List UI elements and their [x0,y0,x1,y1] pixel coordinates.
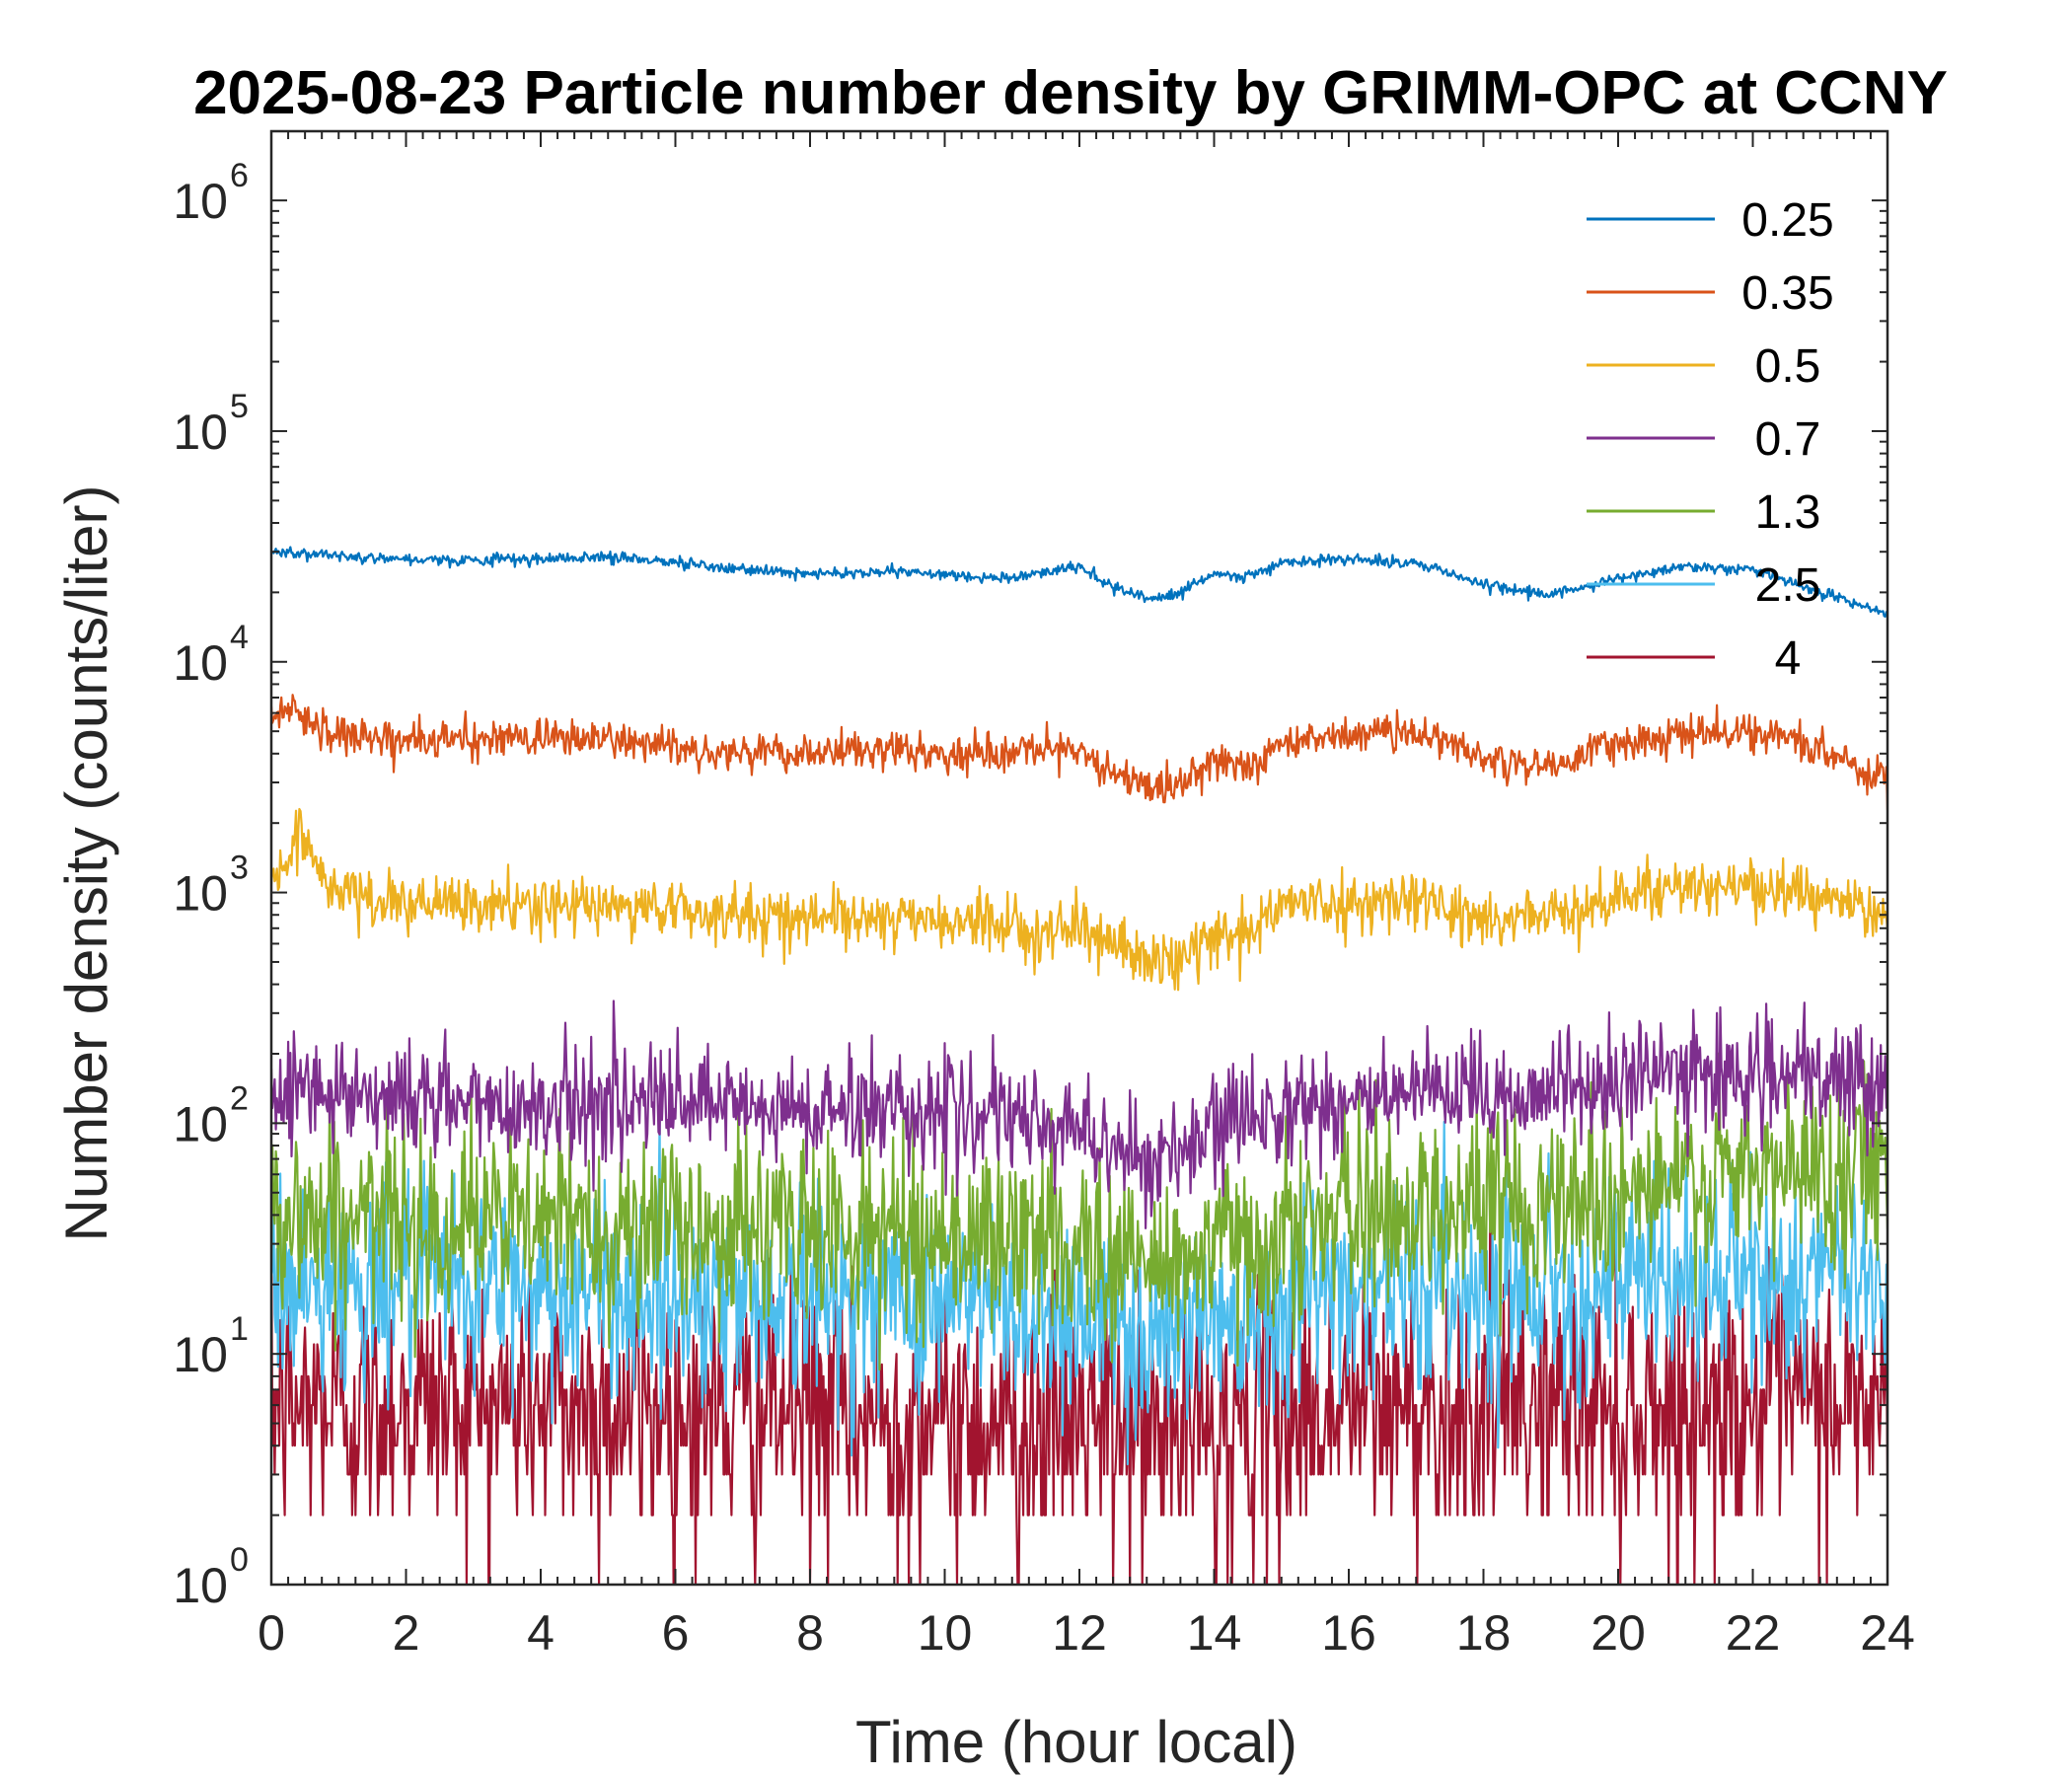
x-tick-label: 10 [918,1605,973,1661]
legend-label: 0.5 [1755,340,1821,393]
x-tick-label: 12 [1052,1605,1107,1661]
y-tick-label: 10 [173,635,228,691]
y-tick-label: 10 [173,405,228,460]
x-tick-label: 18 [1456,1605,1512,1661]
legend: 0.25 0.35 0.5 0.7 1.3 2.5 4 [1587,194,1834,685]
legend-item-0.5: 0.5 [1587,340,1820,393]
legend-label: 0.25 [1741,194,1833,247]
x-axis-label: Time (hour local) [855,1709,1297,1775]
x-tick-label: 4 [527,1605,555,1661]
plot-lines [271,546,1887,1585]
y-tick-exponent: 5 [230,388,249,425]
legend-item-0.25: 0.25 [1587,194,1834,247]
series-line-1.3 [271,1052,1887,1371]
x-tick-label: 0 [258,1605,285,1661]
y-tick-exponent: 0 [230,1541,249,1579]
y-tick-label: 10 [173,866,228,922]
series-line-4 [271,1209,1887,1585]
chart-title: 2025-08-23 Particle number density by GR… [193,59,1948,127]
legend-label: 0.35 [1741,267,1833,320]
legend-item-0.7: 0.7 [1587,413,1820,466]
legend-item-0.35: 0.35 [1587,267,1834,320]
series-line-0.35 [271,694,1887,810]
y-tick-exponent: 6 [230,157,249,194]
legend-label: 0.7 [1755,413,1821,466]
y-tick-label: 10 [173,1327,228,1382]
axes [269,129,1889,1587]
x-tick-label: 16 [1321,1605,1376,1661]
x-tick-label: 24 [1860,1605,1915,1661]
x-tick-label: 8 [796,1605,824,1661]
y-tick-exponent: 1 [230,1310,249,1348]
y-tick-exponent: 2 [230,1079,249,1117]
y-tick-exponent: 3 [230,850,249,887]
y-tick-label: 10 [173,1558,228,1613]
x-tick-labels: 0 2 4 6 8 10 12 14 16 18 20 22 24 [258,1605,1915,1661]
legend-item-4: 4 [1587,632,1801,685]
x-tick-label: 6 [662,1605,690,1661]
series-line-0.5 [271,807,1887,992]
y-tick-label: 10 [173,1096,228,1151]
series-line-0.7 [271,999,1887,1229]
legend-label: 2.5 [1755,559,1821,612]
x-tick-label: 22 [1726,1605,1781,1661]
x-tick-label: 2 [393,1605,420,1661]
x-tick-label: 20 [1591,1605,1646,1661]
series-line-0.25 [271,546,1887,618]
y-tick-label: 10 [173,174,228,229]
legend-item-2.5: 2.5 [1587,559,1820,612]
legend-item-1.3: 1.3 [1587,486,1820,539]
legend-label: 1.3 [1755,486,1821,539]
y-axis-label: Number density (counts/liter) [53,485,119,1242]
x-tick-label: 14 [1187,1605,1242,1661]
y-tick-exponent: 4 [230,619,249,656]
legend-label: 4 [1775,632,1802,685]
